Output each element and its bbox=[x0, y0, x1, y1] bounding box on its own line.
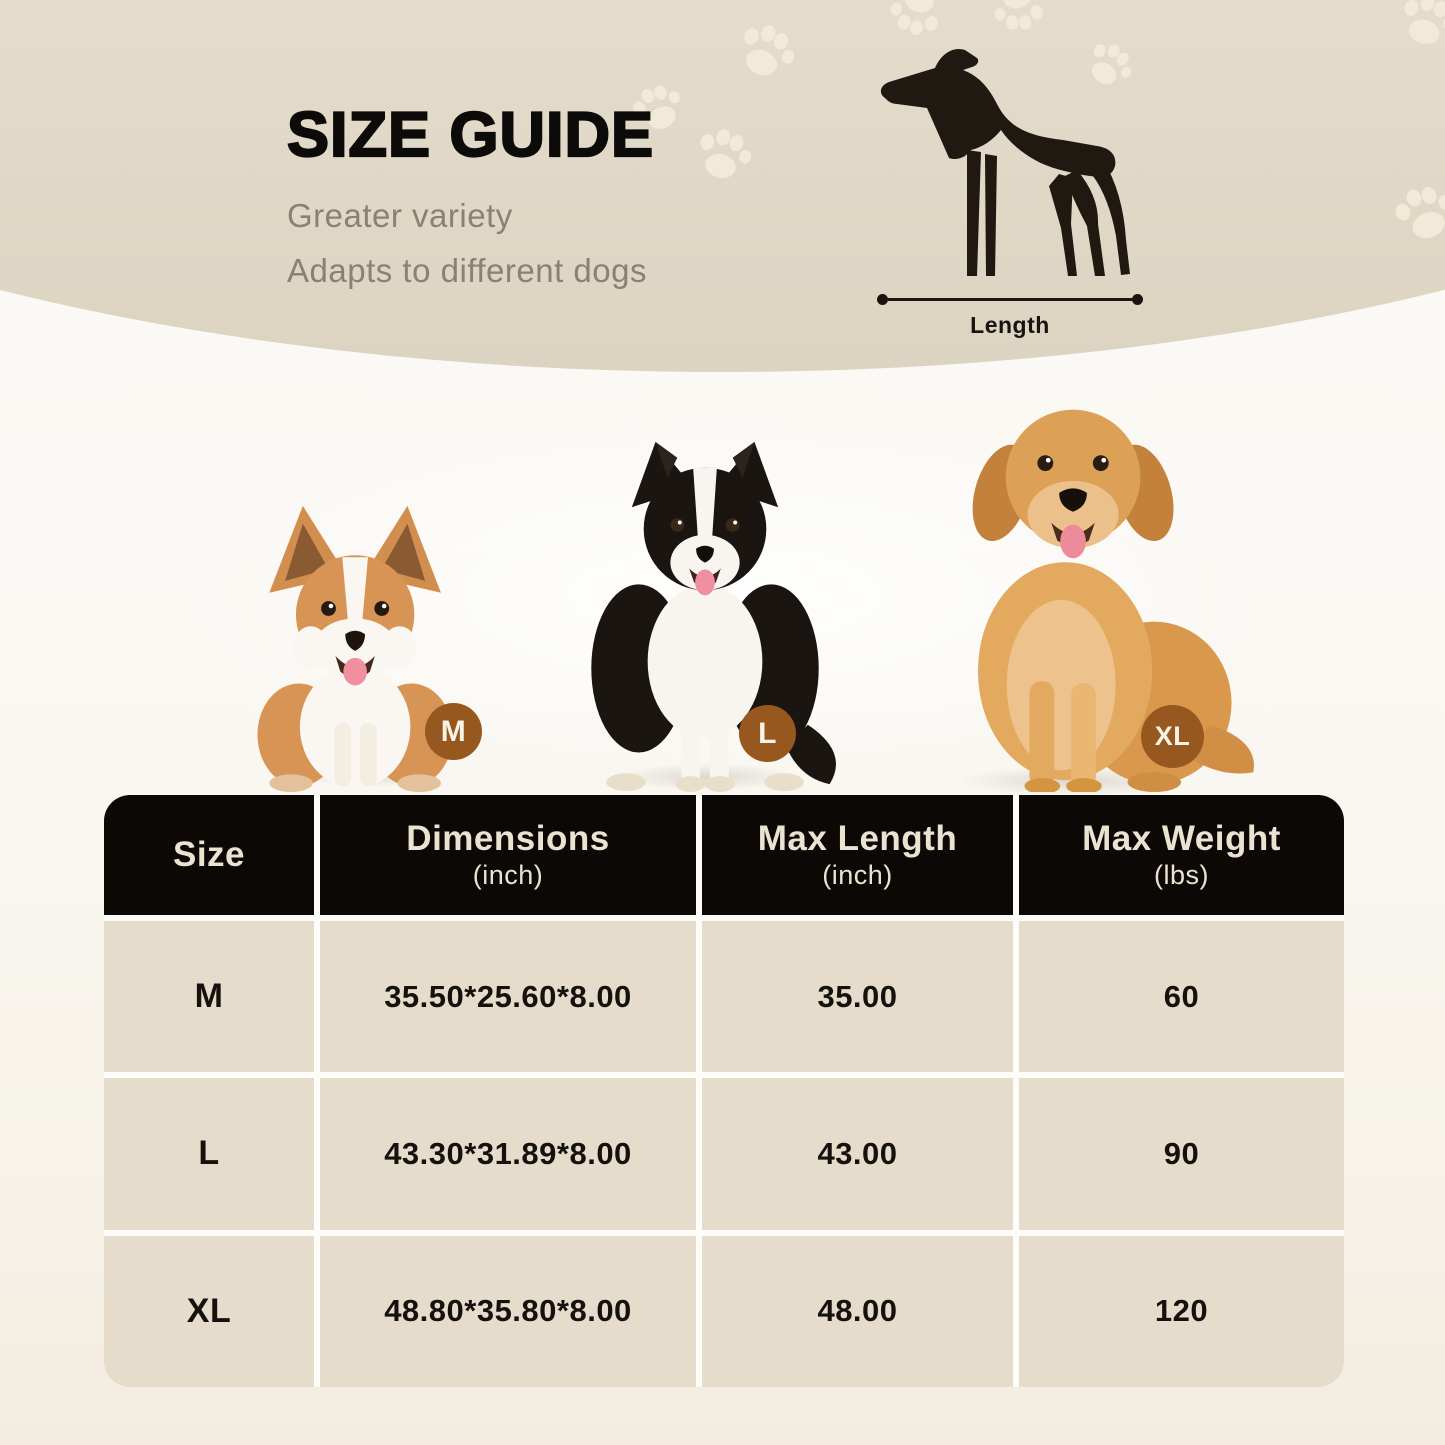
cell-dimensions-xl: 48.80*35.80*8.00 bbox=[320, 1235, 696, 1387]
measure-endpoint-dot bbox=[877, 294, 888, 305]
measure-endpoint-dot bbox=[1132, 294, 1143, 305]
cell-size-m: M bbox=[104, 921, 314, 1073]
cell-max-length-m: 35.00 bbox=[702, 921, 1013, 1073]
size-badge-xl: XL bbox=[1141, 705, 1204, 768]
corgi-photo bbox=[257, 505, 453, 793]
cell-size-l: L bbox=[104, 1078, 314, 1230]
subtitle-line-2: Adapts to different dogs bbox=[287, 251, 647, 289]
subtitle-line-1: Greater variety bbox=[287, 197, 513, 234]
paw-print-icon bbox=[994, 0, 1043, 30]
size-table: Size Dimensions (inch) Max Length (inch)… bbox=[104, 795, 1344, 1387]
paw-print-icon bbox=[1404, 0, 1445, 44]
cell-size-xl: XL bbox=[104, 1235, 314, 1387]
paw-print-icon bbox=[700, 129, 752, 178]
paw-print-icon bbox=[633, 85, 680, 129]
cell-max-weight-xl: 120 bbox=[1019, 1235, 1344, 1387]
table-header-dimensions: Dimensions (inch) bbox=[320, 795, 696, 915]
cell-max-weight-m: 60 bbox=[1019, 921, 1344, 1073]
length-label: Length bbox=[970, 312, 1050, 338]
hero-curved-background bbox=[0, 0, 1445, 372]
paw-print-icon bbox=[1395, 186, 1445, 239]
paw-print-icon bbox=[744, 25, 795, 76]
cell-dimensions-m: 35.50*25.60*8.00 bbox=[320, 921, 696, 1073]
page-title: SIZE GUIDE bbox=[286, 100, 655, 170]
size-badge-l: L bbox=[739, 705, 796, 762]
paw-print-icon bbox=[890, 0, 938, 36]
border-collie-photo bbox=[591, 441, 836, 792]
length-diagram: Length bbox=[860, 38, 1160, 339]
cell-dimensions-l: 43.30*31.89*8.00 bbox=[320, 1078, 696, 1230]
table-header-max-length: Max Length (inch) bbox=[702, 795, 1013, 915]
measure-bar bbox=[888, 298, 1132, 301]
table-header-max-weight: Max Weight (lbs) bbox=[1019, 795, 1344, 915]
cell-max-length-xl: 48.00 bbox=[702, 1235, 1013, 1387]
table-header-size: Size bbox=[104, 795, 314, 915]
cell-max-length-l: 43.00 bbox=[702, 1078, 1013, 1230]
size-badge-m: M bbox=[425, 703, 482, 760]
dog-side-silhouette-icon bbox=[880, 48, 1130, 276]
paw-print-icon bbox=[1091, 44, 1132, 84]
golden-retriever-photo bbox=[972, 409, 1254, 792]
cell-max-weight-l: 90 bbox=[1019, 1078, 1344, 1230]
length-measure-line bbox=[877, 294, 1143, 305]
